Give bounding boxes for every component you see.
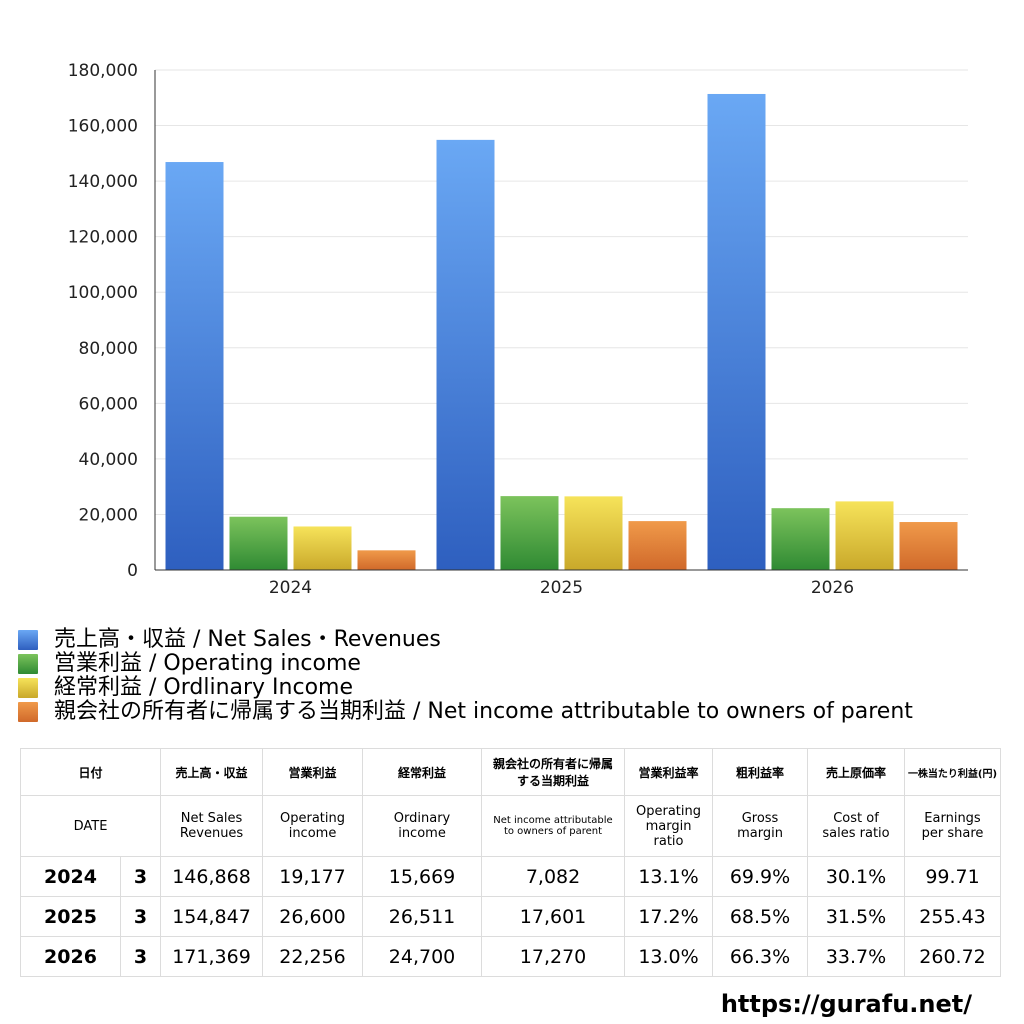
cell-gross-margin: 69.9% xyxy=(712,856,809,897)
cell-net-income: 17,601 xyxy=(481,896,626,937)
cell-operating-margin: 17.2% xyxy=(624,896,714,937)
y-tick-label: 20,000 xyxy=(79,505,138,525)
x-axis-ticks: 2024 2025 2026 xyxy=(269,578,854,598)
cell-net-sales: 154,847 xyxy=(160,896,264,937)
legend-item-operating-income: 営業利益 / Operating income xyxy=(18,652,913,676)
legend-swatch-net-sales xyxy=(18,630,38,650)
cell-eps: 255.43 xyxy=(904,896,1002,937)
table-row: 2025 3 154,847 26,600 26,511 17,601 17.2… xyxy=(20,896,1002,937)
header-cost-ratio-en: Cost of sales ratio xyxy=(807,795,906,857)
header-ordinary-income-en: Ordinary income xyxy=(362,795,483,857)
cell-net-income: 7,082 xyxy=(481,856,626,897)
header-operating-margin-en: Operating margin ratio xyxy=(624,795,714,857)
header-ordinary-income-jp: 経常利益 xyxy=(362,748,483,796)
y-tick-label: 120,000 xyxy=(68,228,138,248)
table-header-en: DATE Net Sales Revenues Operating income… xyxy=(19,795,1002,857)
header-net-sales-jp: 売上高・収益 xyxy=(160,748,264,796)
bar-net-income-2025 xyxy=(628,521,687,570)
cell-gross-margin: 66.3% xyxy=(712,936,809,977)
header-operating-income-jp: 営業利益 xyxy=(262,748,364,796)
y-tick-label: 100,000 xyxy=(68,283,138,303)
bar-net-sales-2024 xyxy=(165,162,224,571)
cell-cost-ratio: 31.5% xyxy=(807,896,906,937)
row-month: 3 xyxy=(119,936,162,977)
x-tick-label: 2026 xyxy=(811,578,854,598)
bar-net-income-2024 xyxy=(357,550,416,570)
bar-net-sales-2025 xyxy=(436,139,495,570)
row-year: 2025 xyxy=(20,896,121,937)
cell-operating-margin: 13.0% xyxy=(624,936,714,977)
y-axis-ticks: 0 20,000 40,000 60,000 80,000 100,000 120,000 1… xyxy=(68,61,138,581)
header-gross-margin-jp: 粗利益率 xyxy=(712,748,809,796)
cell-net-sales: 146,868 xyxy=(160,856,264,897)
bar-ordinary-income-2025 xyxy=(564,496,623,570)
header-date-jp: 日付 xyxy=(19,748,162,796)
legend-swatch-ordinary-income xyxy=(18,678,38,698)
cell-cost-ratio: 33.7% xyxy=(807,936,906,977)
footer-url: https://gurafu.net/ xyxy=(720,990,972,1018)
bar-ordinary-income-2024 xyxy=(293,526,352,570)
cell-net-income: 17,270 xyxy=(481,936,626,977)
header-operating-margin-jp: 営業利益率 xyxy=(624,748,714,796)
x-tick-label: 2025 xyxy=(540,578,583,598)
row-year: 2024 xyxy=(20,856,121,897)
chart-legend: 売上高・収益 / Net Sales・Revenues 営業利益 / Opera… xyxy=(18,628,913,724)
cell-ordinary-income: 26,511 xyxy=(362,896,483,937)
bar-operating-income-2024 xyxy=(229,516,288,570)
header-operating-income-en: Operating income xyxy=(262,795,364,857)
cell-operating-income: 19,177 xyxy=(262,856,364,897)
cell-eps: 99.71 xyxy=(904,856,1002,897)
table-row: 2026 3 171,369 22,256 24,700 17,270 13.0… xyxy=(20,936,1002,977)
cell-operating-income: 22,256 xyxy=(262,936,364,977)
legend-item-net-sales: 売上高・収益 / Net Sales・Revenues xyxy=(18,628,913,652)
chart-grid xyxy=(155,69,968,515)
header-eps-en: Earnings per share xyxy=(904,795,1002,857)
y-tick-label: 40,000 xyxy=(79,450,138,470)
y-tick-label: 140,000 xyxy=(68,172,138,192)
x-tick-label: 2024 xyxy=(269,578,312,598)
y-tick-label: 60,000 xyxy=(79,394,138,414)
bar-ordinary-income-2026 xyxy=(835,501,894,570)
table-header-jp: 日付 売上高・収益 営業利益 経常利益 親会社の所有者に帰属する当期利益 営業利… xyxy=(19,748,1002,796)
legend-label-ordinary-income: 経常利益 / Ordlinary Income xyxy=(54,675,353,700)
cell-cost-ratio: 30.1% xyxy=(807,856,906,897)
table-row: 2024 3 146,868 19,177 15,669 7,082 13.1%… xyxy=(20,856,1002,897)
legend-item-net-income: 親会社の所有者に帰属する当期利益 / Net income attributab… xyxy=(18,700,913,724)
financial-table: 日付 売上高・収益 営業利益 経常利益 親会社の所有者に帰属する当期利益 営業利… xyxy=(19,748,1002,977)
legend-label-net-sales: 売上高・収益 / Net Sales・Revenues xyxy=(54,627,441,652)
legend-swatch-net-income xyxy=(18,702,38,722)
bar-chart: 0 20,000 40,000 60,000 80,000 100,000 120,000 1… xyxy=(68,61,968,598)
bar-operating-income-2026 xyxy=(771,508,830,570)
cell-ordinary-income: 15,669 xyxy=(362,856,483,897)
cell-eps: 260.72 xyxy=(904,936,1002,977)
y-tick-label: 0 xyxy=(127,561,138,581)
header-cost-ratio-jp: 売上原価率 xyxy=(807,748,906,796)
row-month: 3 xyxy=(119,896,162,937)
header-net-sales-en: Net Sales Revenues xyxy=(160,795,264,857)
bar-net-income-2026 xyxy=(899,522,958,570)
header-net-income-jp: 親会社の所有者に帰属する当期利益 xyxy=(481,748,626,796)
cell-gross-margin: 68.5% xyxy=(712,896,809,937)
bar-operating-income-2025 xyxy=(500,496,559,570)
chart-bars xyxy=(165,93,958,571)
header-date-en: DATE xyxy=(19,795,162,857)
legend-label-operating-income: 営業利益 / Operating income xyxy=(54,651,361,676)
legend-swatch-operating-income xyxy=(18,654,38,674)
y-tick-label: 80,000 xyxy=(79,339,138,359)
header-eps-jp: 一株当たり利益(円) xyxy=(904,748,1002,796)
header-net-income-en: Net income attributable to owners of par… xyxy=(481,795,626,857)
bar-net-sales-2026 xyxy=(707,93,766,570)
chart-axes xyxy=(154,70,968,571)
y-tick-label: 180,000 xyxy=(68,61,138,81)
cell-net-sales: 171,369 xyxy=(160,936,264,977)
y-tick-label: 160,000 xyxy=(68,117,138,137)
cell-operating-income: 26,600 xyxy=(262,896,364,937)
header-gross-margin-en: Gross margin xyxy=(712,795,809,857)
row-month: 3 xyxy=(119,856,162,897)
legend-label-net-income: 親会社の所有者に帰属する当期利益 / Net income attributab… xyxy=(54,699,913,724)
row-year: 2026 xyxy=(20,936,121,977)
cell-operating-margin: 13.1% xyxy=(624,856,714,897)
cell-ordinary-income: 24,700 xyxy=(362,936,483,977)
legend-item-ordinary-income: 経常利益 / Ordlinary Income xyxy=(18,676,913,700)
